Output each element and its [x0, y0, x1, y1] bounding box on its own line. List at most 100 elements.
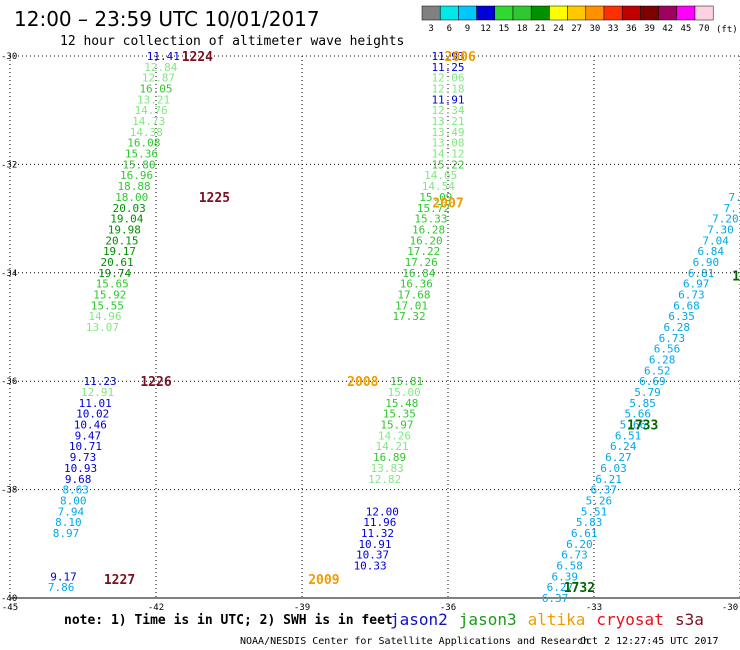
- y-tick-label: -32: [1, 160, 17, 170]
- wave-height-value: 9.47: [75, 429, 102, 442]
- wave-height-value: 19.17: [103, 245, 136, 258]
- wave-height-value: 6.39: [552, 570, 579, 583]
- wave-height-value: 5.66: [625, 408, 652, 421]
- wave-height-value: 16.08: [127, 137, 160, 150]
- wave-height-value: 6.61: [571, 527, 598, 540]
- y-tick-label: -38: [1, 486, 17, 496]
- satellite-legend: jason2 jason3 altika cryosat s3a: [390, 610, 704, 629]
- satellite-legend-item: jason2: [390, 610, 448, 629]
- wave-height-value: 5.66: [620, 419, 647, 432]
- wave-height-value: 16.36: [400, 278, 433, 291]
- grid-lines: [9, 55, 740, 599]
- color-scale-tick: 27: [571, 24, 582, 34]
- color-scale-swatch: [658, 5, 678, 21]
- wave-height-value: 15.97: [380, 419, 413, 432]
- wave-height-value: 16.20: [410, 234, 443, 247]
- color-scale-swatch: [585, 5, 605, 21]
- color-scale-swatch: [567, 5, 587, 21]
- color-scale-tick: 21: [535, 24, 546, 34]
- wave-height-value: 12.06: [431, 72, 464, 85]
- color-scale-tick: 3: [428, 24, 433, 34]
- wave-height-value: 6.37: [590, 484, 617, 497]
- wave-height-value: 12.00: [366, 505, 399, 518]
- wave-height-value: 10.91: [358, 538, 391, 551]
- color-scale-unit: (ft): [716, 25, 738, 35]
- color-scale-swatch: [549, 5, 568, 21]
- pass-time-label: 1227: [104, 573, 135, 588]
- wave-height-value: 6.73: [561, 549, 588, 562]
- x-tick-label: -45: [2, 603, 18, 613]
- pass-time-label: 1225: [199, 191, 230, 206]
- satellite-pass: 7.7.7.207.307.046.846.906.816.976.736.68…: [595, 191, 740, 486]
- color-scale-tick: 6: [447, 24, 452, 34]
- wave-height-value: 15.00: [388, 386, 421, 399]
- footer-credit: NOAA/NESDIS Center for Satellite Applica…: [240, 636, 589, 647]
- y-tick-label: -40: [1, 594, 17, 604]
- pass-time-label: 1732: [564, 581, 595, 596]
- color-scale-tick: 18: [517, 24, 528, 34]
- wave-height-value: 18.00: [115, 191, 148, 204]
- wave-height-value: 14.73: [132, 115, 165, 128]
- wave-height-value: 7.: [724, 202, 737, 215]
- wave-height-value: 11.96: [363, 516, 396, 529]
- wave-height-value: 11.91: [431, 93, 464, 106]
- chart-title: 12:00 – 23:59 UTC 10/01/2017: [14, 7, 320, 31]
- wave-height-value: 11.93: [431, 50, 464, 63]
- satellite-pass: 16.9618.8818.0020.0319.0419.9820.1519.17…: [86, 169, 230, 334]
- color-scale-swatch: [439, 5, 459, 21]
- wave-height-value: 12.91: [81, 386, 114, 399]
- y-tick-label: -30: [1, 52, 17, 62]
- color-scale-swatch: [530, 5, 550, 21]
- wave-height-value: 14.12: [431, 148, 464, 161]
- satellite-pass: 11.2312.9111.0110.0210.469.4710.719.7310…: [53, 375, 172, 540]
- wave-height-value: 17.32: [393, 310, 426, 323]
- wave-height-value: 17.68: [397, 288, 430, 301]
- wave-height-value: 15.81: [390, 375, 423, 388]
- wave-height-value: 14.54: [422, 180, 455, 193]
- color-scale-tick: 24: [553, 24, 564, 34]
- chart-subtitle: 12 hour collection of altimeter wave hei…: [60, 34, 404, 49]
- wave-height-value: 5.26: [586, 494, 613, 507]
- x-tick-label: -30: [722, 603, 738, 613]
- wave-height-value: 10.33: [354, 559, 387, 572]
- wave-height-value: 6.73: [659, 332, 686, 345]
- pass-time-label: 2006: [445, 50, 476, 65]
- wave-height-value: 5.79: [634, 386, 661, 399]
- wave-height-value: 16.89: [373, 451, 406, 464]
- wave-height-value: 8.00: [60, 494, 87, 507]
- wave-height-value: 10.93: [64, 462, 97, 475]
- wave-height-value: 19.74: [98, 267, 131, 280]
- wave-height-value: 6.51: [615, 429, 642, 442]
- wave-height-value: 14.38: [130, 126, 163, 139]
- wave-height-value: 11.25: [431, 61, 464, 74]
- wave-height-value: 12.34: [431, 104, 464, 117]
- wave-height-value: 6.24: [610, 440, 637, 453]
- wave-height-value: 6.58: [556, 559, 583, 572]
- wave-height-value: 14.21: [375, 440, 408, 453]
- wave-height-value: 15.92: [93, 288, 126, 301]
- color-scale-tick: 9: [465, 24, 470, 34]
- wave-height-value: 10.71: [69, 440, 102, 453]
- satellite-pass: 6.375.265.515.836.616.206.736.586.396.27…: [542, 484, 617, 605]
- wave-height-value: 15.33: [414, 213, 447, 226]
- wave-height-value: 8.63: [62, 484, 89, 497]
- color-scale-swatch: [640, 5, 659, 21]
- wave-height-value: 19.98: [108, 223, 141, 236]
- satellite-pass: 15.8115.0015.4815.3515.9714.2614.2116.89…: [347, 375, 423, 486]
- axis-tick-labels: -45 -42 -39 -36 -33 -30 -30 -32 -34 -36 -38 -40: [1, 52, 738, 613]
- pass-time-label: 1224: [182, 50, 213, 65]
- wave-height-value: 15.09: [419, 191, 452, 204]
- satellite-legend-item: jason3: [459, 610, 517, 629]
- wave-height-value: 6.56: [654, 343, 681, 356]
- wave-height-value: 12.84: [144, 61, 177, 74]
- wave-height-value: 16.84: [402, 267, 435, 280]
- wave-height-value: 13.49: [431, 126, 464, 139]
- color-scale-tick: 30: [589, 24, 600, 34]
- pass-time-label: 1733: [627, 419, 658, 434]
- color-scale-swatch: [694, 5, 714, 21]
- wave-height-value: 10.37: [356, 549, 389, 562]
- wave-height-value: 6.20: [566, 538, 593, 551]
- wave-height-value: 7.86: [48, 581, 75, 594]
- satellite-pass: 17: [732, 270, 740, 285]
